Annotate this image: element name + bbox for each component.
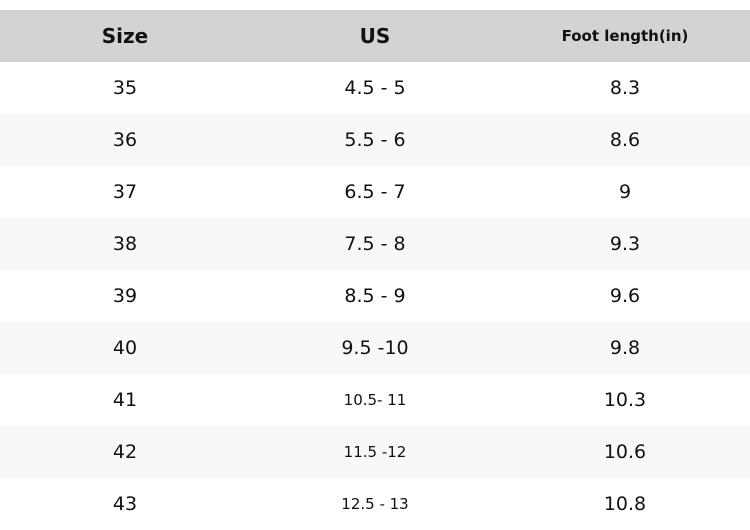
foot-length-cell: 10.8 [603,493,647,515]
size-cell: 41 [112,389,138,411]
size-cell: 36 [112,129,138,151]
header-us: US [359,24,391,48]
table-row: 36 5.5 - 6 8.6 [0,114,750,166]
table-row: 35 4.5 - 5 8.3 [0,62,750,114]
header-foot-length: Foot length(in) [561,27,689,45]
us-cell: 11.5 -12 [343,443,407,461]
size-cell: 35 [112,77,138,99]
size-cell: 42 [112,441,138,463]
table-row: 40 9.5 -10 9.8 [0,322,750,374]
us-cell: 4.5 - 5 [344,77,406,99]
foot-length-cell: 8.3 [609,77,641,99]
foot-length-cell: 8.6 [609,129,641,151]
table-row: 38 7.5 - 8 9.3 [0,218,750,270]
foot-length-cell: 9 [618,181,632,203]
header-size: Size [101,24,149,48]
size-cell: 40 [112,337,138,359]
foot-length-cell: 9.3 [609,233,641,255]
us-cell: 12.5 - 13 [341,495,409,513]
us-cell: 10.5- 11 [343,391,407,409]
table-row: 39 8.5 - 9 9.6 [0,270,750,322]
size-cell: 39 [112,285,138,307]
foot-length-cell: 10.3 [603,389,647,411]
size-cell: 37 [112,181,138,203]
us-cell: 5.5 - 6 [344,129,406,151]
size-chart-table: Size US Foot length(in) 35 4.5 - 5 8.3 36 5.… [0,10,750,530]
foot-length-cell: 9.6 [609,285,641,307]
size-cell: 43 [112,493,138,515]
us-cell: 8.5 - 9 [344,285,406,307]
table-row: 41 10.5- 11 10.3 [0,374,750,426]
table-row: 37 6.5 - 7 9 [0,166,750,218]
us-cell: 6.5 - 7 [344,181,406,203]
table-row: 43 12.5 - 13 10.8 [0,478,750,530]
foot-length-cell: 9.8 [609,337,641,359]
us-cell: 7.5 - 8 [344,233,406,255]
us-cell: 9.5 -10 [341,337,409,359]
table-row: 42 11.5 -12 10.6 [0,426,750,478]
size-cell: 38 [112,233,138,255]
foot-length-cell: 10.6 [603,441,647,463]
table-header: Size US Foot length(in) [0,10,750,62]
